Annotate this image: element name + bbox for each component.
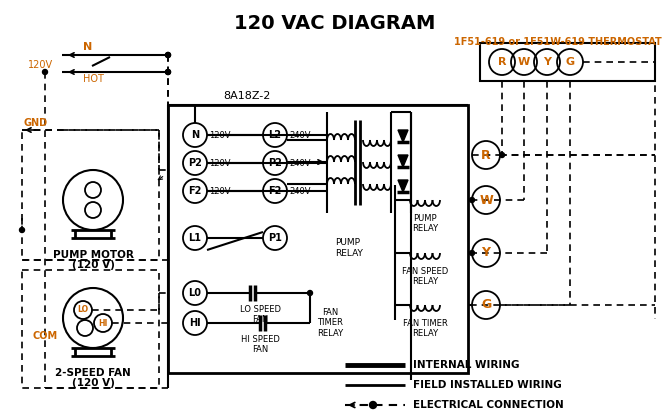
Text: G: G xyxy=(481,298,491,311)
Circle shape xyxy=(165,70,170,75)
Text: PUMP MOTOR: PUMP MOTOR xyxy=(52,250,133,260)
Polygon shape xyxy=(398,130,408,142)
Text: W: W xyxy=(518,57,530,67)
Text: 120V: 120V xyxy=(209,158,230,168)
Text: W: W xyxy=(479,194,493,207)
Text: 120V: 120V xyxy=(209,186,230,196)
Circle shape xyxy=(42,70,48,75)
Text: P2: P2 xyxy=(188,158,202,168)
Text: F2: F2 xyxy=(188,186,202,196)
Circle shape xyxy=(165,70,170,75)
Text: L0: L0 xyxy=(188,288,202,298)
Circle shape xyxy=(470,197,474,202)
Text: PUMP
RELAY: PUMP RELAY xyxy=(412,214,438,233)
Text: FAN TIMER
RELAY: FAN TIMER RELAY xyxy=(403,319,448,339)
Circle shape xyxy=(308,290,312,295)
Text: Y: Y xyxy=(543,57,551,67)
Polygon shape xyxy=(398,155,408,167)
Text: 8A18Z-2: 8A18Z-2 xyxy=(223,91,271,101)
Text: 120V: 120V xyxy=(28,60,53,70)
Text: (120 V): (120 V) xyxy=(72,378,115,388)
Circle shape xyxy=(165,52,170,57)
Text: N: N xyxy=(191,130,199,140)
Text: COM: COM xyxy=(33,331,58,341)
Text: 240V: 240V xyxy=(289,130,310,140)
Text: ELECTRICAL CONNECTION: ELECTRICAL CONNECTION xyxy=(413,400,563,410)
Text: FAN
TIMER
RELAY: FAN TIMER RELAY xyxy=(317,308,343,338)
Text: N: N xyxy=(83,42,92,52)
Text: FAN SPEED
RELAY: FAN SPEED RELAY xyxy=(402,267,448,287)
Text: LO: LO xyxy=(78,305,88,315)
Text: R: R xyxy=(481,148,491,161)
Text: 240V: 240V xyxy=(289,158,310,168)
Bar xyxy=(480,43,655,81)
Text: HI: HI xyxy=(189,318,201,328)
Text: PUMP
RELAY: PUMP RELAY xyxy=(335,238,363,258)
Text: HOT: HOT xyxy=(83,74,104,84)
Circle shape xyxy=(19,228,25,233)
Text: L2: L2 xyxy=(269,130,281,140)
Bar xyxy=(22,270,159,388)
Circle shape xyxy=(369,401,377,409)
Bar xyxy=(168,105,468,373)
Text: P2: P2 xyxy=(268,158,282,168)
Circle shape xyxy=(500,153,505,158)
Bar xyxy=(22,130,159,260)
Text: 120 VAC DIAGRAM: 120 VAC DIAGRAM xyxy=(234,14,436,33)
Text: G: G xyxy=(565,57,575,67)
Text: LO SPEED
FAN: LO SPEED FAN xyxy=(239,305,281,324)
Text: Y: Y xyxy=(482,246,490,259)
Circle shape xyxy=(470,251,474,256)
Circle shape xyxy=(165,52,170,57)
Text: INTERNAL WIRING: INTERNAL WIRING xyxy=(413,360,519,370)
Text: FIELD INSTALLED WIRING: FIELD INSTALLED WIRING xyxy=(413,380,561,390)
Text: 240V: 240V xyxy=(289,186,310,196)
Text: HI SPEED
FAN: HI SPEED FAN xyxy=(241,335,279,354)
Polygon shape xyxy=(398,180,408,192)
Text: HI: HI xyxy=(98,318,108,328)
Text: (120 V): (120 V) xyxy=(72,260,115,270)
Text: R: R xyxy=(498,57,507,67)
Text: F2: F2 xyxy=(268,186,281,196)
Text: 2-SPEED FAN: 2-SPEED FAN xyxy=(55,368,131,378)
Text: GND: GND xyxy=(24,118,48,128)
Text: 1F51-619 or 1F51W-619 THERMOSTAT: 1F51-619 or 1F51W-619 THERMOSTAT xyxy=(454,37,662,47)
Text: P1: P1 xyxy=(268,233,282,243)
Text: L1: L1 xyxy=(188,233,202,243)
Text: 120V: 120V xyxy=(209,130,230,140)
